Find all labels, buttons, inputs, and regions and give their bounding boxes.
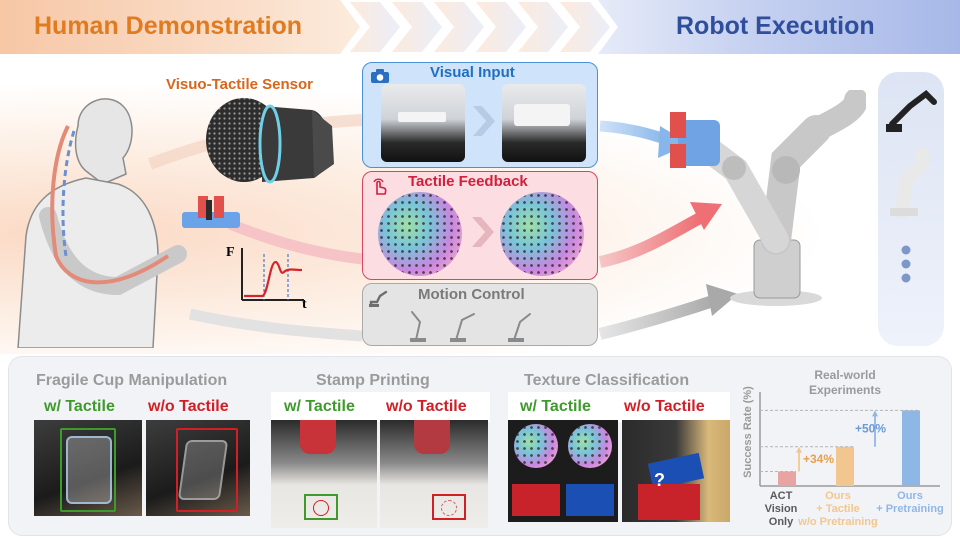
tactile-marker-dots (514, 424, 558, 468)
device-on-desk-icon (514, 104, 570, 126)
human-demonstration-title: Human Demonstration (34, 12, 303, 40)
success-highlight-box (60, 428, 116, 512)
human-demonstrator-illustration (17, 98, 187, 348)
motion-trajectory-icons (410, 311, 531, 342)
chart-category-label: Ours (825, 490, 851, 502)
improvement-arrow-head (872, 410, 878, 417)
with-tactile-label: w/ Tactile (520, 398, 591, 415)
without-tactile-label: w/o Tactile (624, 398, 705, 415)
improvement-label: +34% (803, 452, 834, 466)
sensor-label: Visuo-Tactile Sensor (166, 76, 313, 93)
chart-category-label: w/o Pretraining (797, 516, 877, 528)
robot-variants-icons (886, 90, 937, 283)
blue-bin-icon (566, 484, 614, 516)
chart-category-label: Vision (765, 503, 798, 515)
robot-arm-icon (369, 290, 388, 308)
task-title-texture-classification: Texture Classification (524, 372, 690, 389)
stamp-header-strip (271, 392, 490, 422)
tactile-feedback-title: Tactile Feedback (408, 173, 528, 190)
visuo-tactile-sensor-icon (206, 98, 334, 184)
motion-control-title: Motion Control (418, 286, 525, 303)
texture-header-strip (508, 392, 730, 422)
print-result-box (304, 494, 338, 520)
cup-without-tactile-photo (146, 420, 250, 516)
uncertain-question-mark: ? (654, 470, 665, 490)
chart-category-label: Only (769, 516, 794, 528)
stamp-mark-icon (441, 500, 457, 516)
chart-category-label: + Tactile (816, 503, 860, 515)
chart-category-label: Ours (897, 490, 923, 502)
chart-category-label: ACT (770, 490, 793, 502)
task-title-fragile-cup: Fragile Cup Manipulation (36, 372, 228, 389)
visual-input-frame-1 (381, 84, 465, 162)
chart-category-label: + Pretraining (876, 503, 944, 515)
failure-highlight-box (176, 428, 238, 512)
tactile-marker-dots (500, 192, 584, 276)
camera-icon (371, 69, 389, 83)
without-tactile-label: w/o Tactile (148, 398, 229, 415)
with-tactile-label: w/ Tactile (284, 398, 355, 415)
force-axis-label: F (226, 245, 235, 260)
red-bin-icon (512, 484, 560, 516)
time-axis-label: t (302, 297, 307, 312)
motion-control-panel (362, 283, 598, 346)
crushed-cup-icon (177, 440, 229, 500)
task-title-stamp-printing: Stamp Printing (316, 372, 430, 389)
stamp-tool-icon (414, 420, 450, 454)
robot-arm-illustration (670, 90, 866, 306)
improvement-label: +50% (855, 422, 886, 436)
success-rate-chart: Real-world Experiments Success Rate (%) … (740, 364, 950, 534)
chart-bar (902, 410, 920, 486)
improvement-arrow-head (796, 446, 802, 453)
without-tactile-label: w/o Tactile (386, 398, 467, 415)
stamp-mark-icon (313, 500, 329, 516)
stamp-tool-icon (300, 420, 336, 454)
tactile-marker-dots (378, 192, 462, 276)
robot-execution-banner (598, 0, 960, 54)
chart-title: Real-world Experiments (808, 368, 882, 397)
device-on-desk-icon (398, 112, 446, 122)
with-tactile-label: w/ Tactile (44, 398, 115, 415)
human-demonstration-banner (0, 0, 360, 54)
glass-cup-icon (66, 436, 112, 504)
chart-bar (836, 446, 854, 486)
visual-input-title: Visual Input (430, 64, 515, 81)
force-time-plot (241, 248, 304, 301)
tactile-marker-dots (568, 424, 612, 468)
print-result-box (432, 494, 466, 520)
chart-bar (778, 471, 796, 486)
robot-execution-title: Robot Execution (676, 12, 875, 40)
handheld-gripper-icon (182, 196, 240, 228)
touch-hand-icon (373, 178, 387, 195)
red-bin-icon (638, 484, 700, 520)
